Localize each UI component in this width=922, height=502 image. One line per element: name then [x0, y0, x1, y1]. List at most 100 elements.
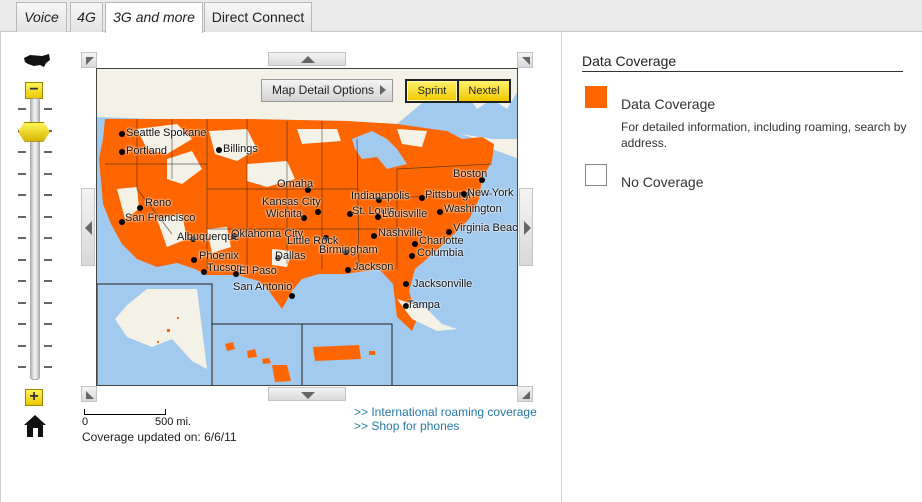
city-dot: [305, 187, 311, 193]
zoom-slider-thumb[interactable]: [18, 121, 50, 142]
city-dot: [323, 235, 329, 241]
zoom-tick: [44, 237, 52, 239]
pan-up-button[interactable]: [268, 52, 346, 66]
city-dot: [461, 191, 467, 197]
city-dot: [216, 147, 222, 153]
city-label-columbia: Columbia: [417, 247, 464, 259]
city-dot: [371, 233, 377, 239]
chevron-right-icon: [380, 85, 386, 95]
city-dot: [446, 229, 452, 235]
city-label-albuquerque: Albuquerque: [177, 231, 240, 243]
legend-data-coverage-label: Data Coverage: [621, 96, 716, 112]
city-label-little-rock: Little Rock: [287, 235, 339, 247]
city-dot: [419, 195, 425, 201]
city-dot: [347, 211, 353, 217]
city-label-omaha: Omaha: [277, 178, 314, 190]
home-icon[interactable]: [24, 414, 46, 438]
tab-voice-label: Voice: [24, 9, 59, 25]
scale-distance-label: 500 mi.: [155, 416, 192, 428]
international-roaming-link[interactable]: >> International roaming coverage: [354, 405, 537, 419]
zoom-tick: [44, 301, 52, 304]
us-map-icon[interactable]: [22, 52, 52, 70]
city-label-phoenix: Phoenix: [199, 250, 239, 262]
pan-up-right-button[interactable]: [517, 52, 533, 68]
city-dot: [403, 281, 409, 287]
tab-4g-label: 4G: [77, 9, 96, 25]
coverage-map[interactable]: Map Detail Options Sprint Nextel Seattle…: [96, 68, 518, 386]
zoom-in-button[interactable]: +: [25, 389, 43, 406]
network-toggle: Sprint Nextel: [405, 79, 511, 103]
city-label-indianapolis: Indianapolis: [351, 190, 410, 202]
city-label-virginia-beach: Virginia Beach: [453, 222, 518, 234]
city-label-nashville: Nashville: [378, 227, 423, 239]
city-dot: [412, 241, 418, 247]
pan-right-button[interactable]: [519, 188, 533, 266]
tab-4g[interactable]: 4G: [70, 2, 103, 32]
zoom-slider-track[interactable]: [30, 98, 40, 380]
zoom-tick: [18, 280, 26, 282]
city-label-washington: Washington: [444, 203, 502, 215]
zoom-tick: [18, 344, 26, 347]
tab-3g-and-more[interactable]: 3G and more: [105, 2, 203, 33]
map-detail-options-button[interactable]: Map Detail Options: [261, 79, 393, 102]
city-label-st-louis: St. Louis: [352, 205, 395, 217]
city-label-jacksonville: Jacksonville: [413, 278, 473, 290]
scale-zero-label: 0: [82, 416, 89, 428]
city-dot: [376, 197, 382, 203]
city-dot: [119, 219, 125, 225]
city-dot: [343, 249, 349, 255]
city-dot: [409, 253, 415, 259]
shop-for-phones-link[interactable]: >> Shop for phones: [354, 419, 460, 433]
city-label-el-paso: El Paso: [239, 265, 277, 277]
city-label-boston: Boston: [453, 168, 488, 180]
zoom-tick: [18, 194, 26, 196]
pan-left-button[interactable]: [81, 188, 95, 266]
scale-bar: [84, 409, 166, 415]
pan-up-left-button[interactable]: [81, 52, 97, 68]
zoom-tick: [44, 258, 52, 261]
city-label-billings: Billings: [223, 143, 258, 155]
city-label-san-antonio: San Antonio: [233, 281, 293, 293]
city-dot: [233, 271, 239, 277]
city-label-jackson: Jackson: [353, 261, 394, 273]
pan-down-right-button[interactable]: [517, 386, 533, 402]
legend-title: Data Coverage: [582, 53, 677, 69]
no-coverage-swatch: [585, 164, 607, 186]
city-dot: [315, 209, 321, 215]
map-graphic: [97, 69, 517, 385]
zoom-tick: [44, 323, 52, 325]
zoom-tick: [18, 151, 26, 153]
city-dot: [191, 257, 197, 263]
coverage-updated-text: Coverage updated on: 6/6/11: [82, 430, 237, 444]
zoom-out-button[interactable]: −: [25, 82, 43, 99]
nextel-network-button[interactable]: Nextel: [459, 81, 509, 101]
city-label-portland: Portland: [126, 145, 167, 157]
tab-direct-connect[interactable]: Direct Connect: [204, 2, 312, 32]
city-dot: [190, 236, 196, 242]
city-dot: [375, 214, 381, 220]
zoom-tick: [44, 108, 52, 110]
pan-down-button[interactable]: [268, 387, 346, 401]
zoom-tick: [44, 172, 52, 175]
zoom-tick: [44, 151, 52, 153]
city-label-tampa: Tampa: [407, 299, 441, 311]
city-dot: [119, 131, 125, 137]
city-label-oklahoma-city: Oklahoma City: [231, 228, 304, 240]
city-label-new-york: New York: [467, 187, 514, 199]
city-label-seattle: Seattle: [126, 127, 161, 139]
zoom-tick: [18, 301, 26, 304]
tab-3g-label: 3G and more: [113, 9, 195, 25]
zoom-tick: [18, 258, 26, 261]
map-detail-options-label: Map Detail Options: [272, 83, 375, 97]
sprint-network-button[interactable]: Sprint: [407, 81, 457, 101]
tab-voice[interactable]: Voice: [16, 2, 67, 32]
tab-direct-connect-label: Direct Connect: [211, 9, 305, 25]
map-panel: [0, 32, 562, 502]
city-dot: [137, 205, 143, 211]
city-label-dallas: Dallas: [275, 250, 306, 262]
city-label-reno: Reno: [145, 197, 172, 209]
zoom-tick: [18, 323, 26, 325]
pan-down-left-button[interactable]: [81, 386, 97, 402]
city-label-san-francisco: San Francisco: [125, 212, 196, 224]
